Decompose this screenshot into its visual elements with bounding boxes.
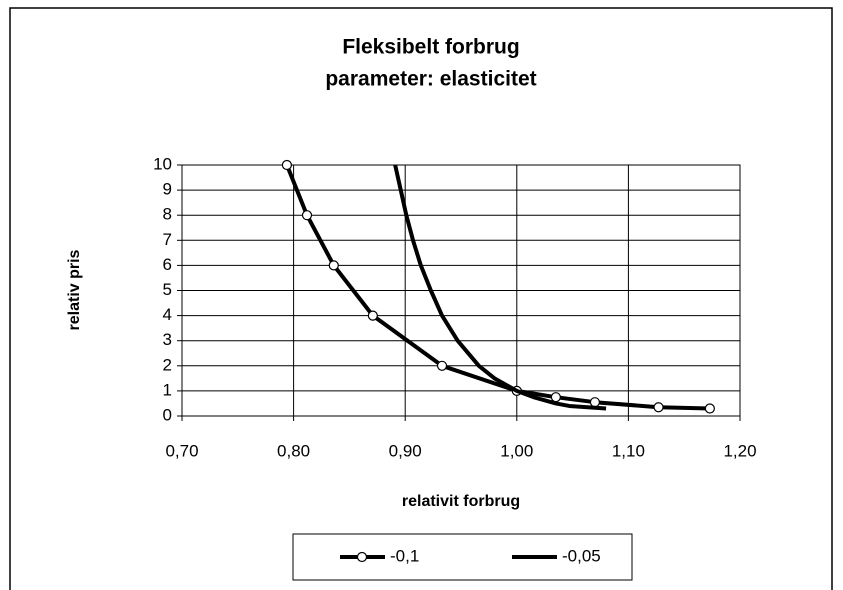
point — [589, 397, 601, 408]
legend-label: -0,1 — [390, 546, 419, 565]
series-line — [393, 164, 607, 411]
legend-label: -0,05 — [562, 546, 601, 565]
x-tick-label: 1,00 — [500, 441, 533, 460]
y-tick-label: 8 — [163, 205, 172, 224]
point — [704, 403, 715, 414]
y-tick-label: 6 — [163, 255, 172, 274]
point — [436, 360, 448, 371]
x-tick-label: 0,90 — [389, 441, 422, 460]
x-tick-label: 0,80 — [277, 441, 310, 460]
point — [550, 392, 561, 403]
x-axis-title: relativit forbrug — [402, 493, 520, 510]
y-tick-label: 0 — [163, 405, 172, 424]
y-tick-label: 5 — [163, 280, 172, 299]
y-tick-label: 2 — [163, 355, 172, 374]
y-tick-label: 7 — [163, 230, 172, 249]
point — [328, 260, 339, 271]
y-tick-label: 4 — [163, 305, 172, 324]
series-line — [285, 164, 710, 411]
x-tick-label: 1,10 — [612, 441, 645, 460]
point — [653, 402, 664, 413]
y-tick-label: 9 — [163, 180, 172, 199]
chart-title: Fleksibelt forbrug — [342, 36, 519, 59]
point — [281, 159, 293, 171]
chart-subtitle: parameter: elasticitet — [325, 68, 536, 91]
y-tick-label: 3 — [163, 330, 172, 349]
y-tick-label: 10 — [153, 154, 172, 173]
legend-marker — [356, 551, 368, 563]
point — [367, 310, 378, 321]
x-tick-label: 0,70 — [165, 441, 198, 460]
y-tick-label: 1 — [163, 380, 172, 399]
y-axis-title: relativ pris — [66, 249, 83, 330]
x-tick-label: 1,20 — [723, 441, 756, 460]
point — [301, 210, 313, 221]
